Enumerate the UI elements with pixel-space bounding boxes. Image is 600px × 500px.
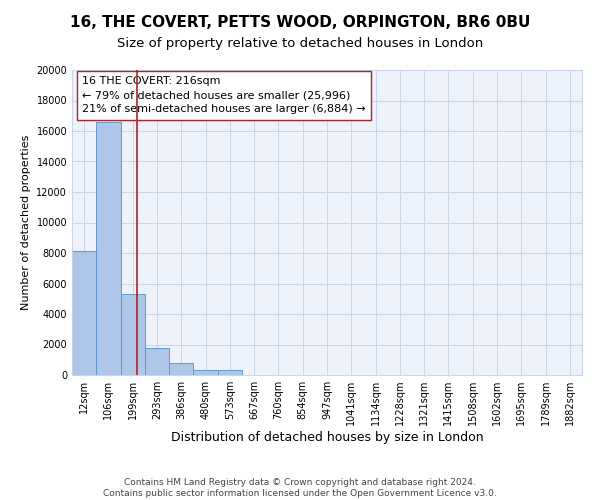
- Bar: [121, 294, 145, 375]
- Y-axis label: Number of detached properties: Number of detached properties: [21, 135, 31, 310]
- Bar: [169, 363, 193, 375]
- Bar: [96, 122, 121, 375]
- Text: 16 THE COVERT: 216sqm
← 79% of detached houses are smaller (25,996)
21% of semi-: 16 THE COVERT: 216sqm ← 79% of detached …: [82, 76, 366, 114]
- Bar: [218, 370, 242, 375]
- Bar: [193, 370, 218, 375]
- X-axis label: Distribution of detached houses by size in London: Distribution of detached houses by size …: [170, 431, 484, 444]
- Text: 16, THE COVERT, PETTS WOOD, ORPINGTON, BR6 0BU: 16, THE COVERT, PETTS WOOD, ORPINGTON, B…: [70, 15, 530, 30]
- Text: Size of property relative to detached houses in London: Size of property relative to detached ho…: [117, 38, 483, 51]
- Bar: [72, 252, 96, 375]
- Bar: [145, 348, 169, 375]
- Text: Contains HM Land Registry data © Crown copyright and database right 2024.
Contai: Contains HM Land Registry data © Crown c…: [103, 478, 497, 498]
